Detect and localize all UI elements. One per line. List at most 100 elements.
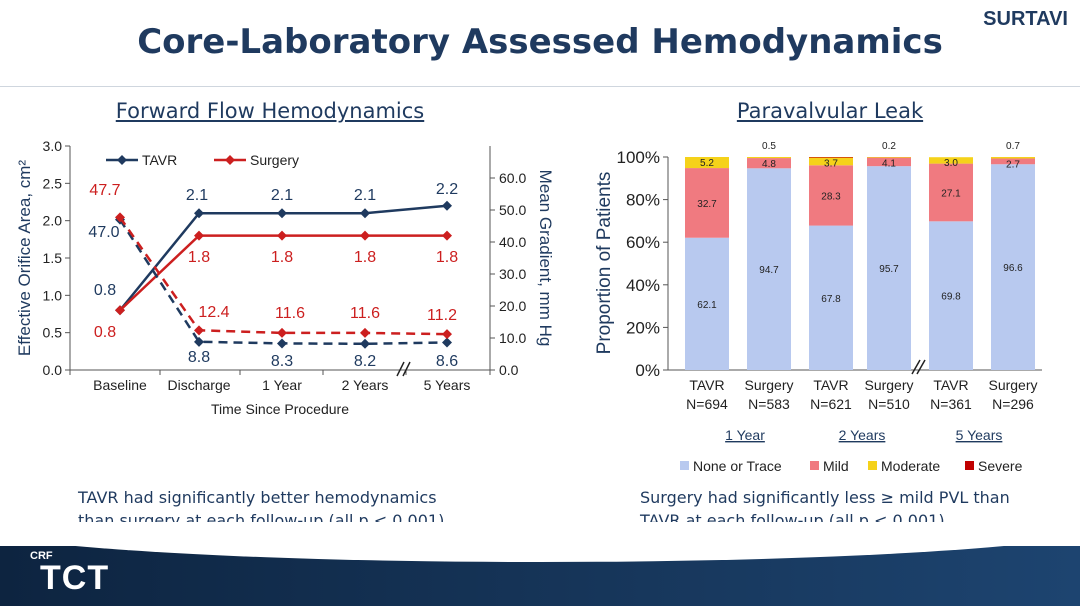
bar-label-none: 62.1 xyxy=(697,300,717,311)
data-label-tavr: 8.2 xyxy=(354,353,376,370)
bar-label-none: 94.7 xyxy=(759,265,779,276)
legend-label-moderate: Moderate xyxy=(881,458,940,474)
data-label-surgery: 1.8 xyxy=(436,249,458,266)
legend-label-mild: Mild xyxy=(823,458,849,474)
data-point-surgery xyxy=(277,327,287,338)
bar-group-label: 5 Years xyxy=(956,427,1003,443)
bar-label-none: 67.8 xyxy=(821,294,841,305)
data-point-surgery xyxy=(360,230,370,241)
left-chart-subtitle: Forward Flow Hemodynamics xyxy=(115,99,425,123)
bar-segment-moderate xyxy=(685,157,729,169)
bar-label-moderate: 5.2 xyxy=(700,158,714,169)
crf-logo: CRF xyxy=(30,550,53,562)
bar-axis-break-mark xyxy=(916,359,926,375)
bar-segment-none-or-trace xyxy=(867,166,911,370)
data-label-tavr: 0.8 xyxy=(94,282,116,299)
bar-category-label: TAVR xyxy=(813,377,848,393)
bar-segment-moderate xyxy=(867,157,911,158)
data-label-tavr: 2.1 xyxy=(354,187,376,204)
bar-label-mild: 27.1 xyxy=(941,188,961,199)
bar-group-label: 1 Year xyxy=(725,427,765,443)
data-label-tavr: 8.3 xyxy=(271,353,293,370)
data-point-surgery xyxy=(277,230,287,241)
data-label-surgery: 11.6 xyxy=(275,305,305,322)
y2-axis-title: Mean Gradient, mm Hg xyxy=(536,170,555,347)
bar-segment-none-or-trace xyxy=(747,168,791,370)
data-point-tavr xyxy=(194,208,204,219)
y-tick-label: 3.0 xyxy=(43,138,63,154)
bar-label-moderate: 3.0 xyxy=(944,158,958,169)
axis-break-mark xyxy=(402,361,411,377)
bar-category-n: N=296 xyxy=(992,396,1034,412)
bar-segment-moderate xyxy=(747,157,791,159)
data-point-surgery xyxy=(360,327,370,338)
bar-category-label: Surgery xyxy=(988,377,1037,393)
bar-label-mild: 32.7 xyxy=(697,199,717,210)
bar-segment-moderate xyxy=(809,157,853,166)
data-point-surgery xyxy=(442,230,452,241)
legend-swatch-none-or-trace xyxy=(680,461,689,470)
bar-label-moderate: 3.7 xyxy=(824,158,838,169)
right-chart-subtitle: Paravalvular Leak xyxy=(736,99,924,123)
bar-segment-mild xyxy=(685,168,729,238)
bar-segment-severe xyxy=(809,157,853,158)
y2-tick-label: 40.0 xyxy=(499,234,526,250)
y-axis-title: Effective Orifice Area, cm² xyxy=(15,160,34,357)
bar-segment-mild xyxy=(929,163,973,222)
data-point-tavr xyxy=(360,208,370,219)
data-point-tavr xyxy=(360,338,370,349)
legend-swatch-severe xyxy=(965,461,974,470)
bar-y-tick-label: 80% xyxy=(626,191,660,210)
bar-y-tick-label: 0% xyxy=(635,361,660,380)
bar-segment-mild xyxy=(747,158,791,169)
bar-axis-break-mark xyxy=(911,359,921,375)
data-point-tavr xyxy=(194,336,204,347)
data-point-surgery xyxy=(115,305,125,316)
data-label-tavr: 2.2 xyxy=(436,181,458,198)
slide-title: Core-Laboratory Assessed Hemodynamics xyxy=(137,22,943,62)
bar-y-tick-label: 100% xyxy=(617,148,660,167)
x-tick-label: 1 Year xyxy=(262,377,302,393)
data-point-tavr xyxy=(277,208,287,219)
bar-y-tick-label: 20% xyxy=(626,318,660,337)
bar-category-n: N=621 xyxy=(810,396,852,412)
y2-tick-label: 50.0 xyxy=(499,202,526,218)
brand-label: SURTAVI xyxy=(983,8,1068,30)
data-label-surgery: 47.7 xyxy=(89,182,120,199)
title-divider xyxy=(0,86,1080,87)
data-label-surgery: 12.4 xyxy=(198,304,229,321)
legend-swatch-mild xyxy=(810,461,819,470)
bar-label-moderate: 0.2 xyxy=(882,141,896,152)
y2-tick-label: 30.0 xyxy=(499,266,526,282)
data-label-surgery: 1.8 xyxy=(354,249,376,266)
data-label-tavr: 47.0 xyxy=(88,224,119,241)
y2-tick-label: 20.0 xyxy=(499,298,526,314)
data-point-surgery xyxy=(194,230,204,241)
data-point-tavr xyxy=(442,200,452,211)
bar-segment-moderate xyxy=(991,157,1035,159)
y-tick-label: 1.5 xyxy=(43,250,63,266)
legend-label-none-or-trace: None or Trace xyxy=(693,458,782,474)
data-label-tavr: 2.1 xyxy=(271,187,293,204)
data-label-tavr: 8.6 xyxy=(436,353,458,370)
bar-category-n: N=361 xyxy=(930,396,972,412)
x-tick-label: 2 Years xyxy=(342,377,389,393)
legend-tavr-label: TAVR xyxy=(142,152,177,168)
x-tick-label: 5 Years xyxy=(424,377,471,393)
bar-segment-mild xyxy=(867,157,911,167)
y-tick-label: 0.0 xyxy=(43,362,63,378)
bar-category-label: TAVR xyxy=(689,377,724,393)
legend-swatch-moderate xyxy=(868,461,877,470)
bar-category-n: N=510 xyxy=(868,396,910,412)
left-footnote-line: TAVR had significantly better hemodynami… xyxy=(78,488,437,507)
bar-label-moderate: 0.5 xyxy=(762,141,776,152)
bar-segment-none-or-trace xyxy=(929,221,973,370)
axis-break-mark xyxy=(396,361,405,377)
y-tick-label: 2.5 xyxy=(43,175,63,191)
bar-label-mild: 28.3 xyxy=(821,191,841,202)
bar-segment-mild xyxy=(991,158,1035,165)
tct-logo: TCT xyxy=(40,559,110,597)
bar-category-n: N=694 xyxy=(686,396,728,412)
bar-label-mild: 2.7 xyxy=(1006,159,1020,170)
